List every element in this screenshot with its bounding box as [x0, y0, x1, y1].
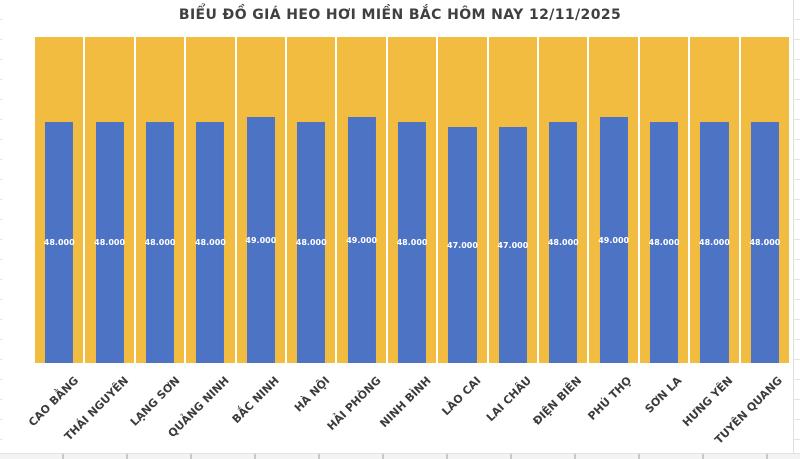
- category-column: 48.000: [690, 37, 739, 363]
- x-axis-label: LÀO CAI: [439, 374, 484, 419]
- price-bar: 47.000: [497, 127, 529, 363]
- price-bar: 48.000: [396, 122, 428, 363]
- category-column: 47.000: [438, 37, 487, 363]
- price-bar: 48.000: [749, 122, 781, 363]
- chart-title: BIỂU ĐỒ GIÁ HEO HƠI MIỀN BẮC HÔM NAY 12/…: [178, 7, 622, 23]
- bar-value-label: 47.000: [497, 240, 529, 250]
- price-bar: 48.000: [194, 122, 226, 363]
- x-axis-label: NINH BÌNH: [377, 374, 434, 431]
- price-bar: 49.000: [245, 117, 277, 363]
- bar-value-label: 48.000: [94, 238, 126, 247]
- price-bar: 48.000: [699, 122, 730, 363]
- bar-value-label: 48.000: [295, 238, 327, 247]
- category-column: 48.000: [740, 37, 790, 363]
- price-bar: 48.000: [43, 122, 75, 363]
- x-axis-label: CAO BẰNG: [26, 374, 82, 430]
- bar-value-label: 47.000: [447, 240, 478, 250]
- price-bar: 47.000: [447, 127, 478, 363]
- bar-value-label: 48.000: [396, 238, 428, 247]
- bar-value-label: 49.000: [598, 235, 630, 245]
- spreadsheet-column-ticks: [0, 454, 800, 459]
- bar-value-label: 48.000: [749, 238, 781, 247]
- spreadsheet-row-strip: [0, 453, 800, 459]
- category-column: 49.000: [337, 37, 386, 363]
- category-column: 49.000: [589, 37, 638, 363]
- category-column: 48.000: [186, 37, 235, 363]
- x-axis-label: SƠN LA: [642, 374, 685, 416]
- price-bar: 49.000: [598, 117, 630, 363]
- x-axis-label: ĐIỆN BIÊN: [530, 374, 585, 428]
- category-column: 48.000: [387, 37, 437, 363]
- price-bar: 48.000: [547, 122, 579, 363]
- category-column: 49.000: [236, 37, 286, 363]
- bar-value-label: 49.000: [346, 235, 378, 245]
- x-axis-label: BẮC NINH: [230, 374, 283, 426]
- category-column: 47.000: [488, 37, 538, 363]
- bar-value-label: 48.000: [699, 238, 730, 247]
- category-column: 48.000: [287, 37, 336, 363]
- category-column: 48.000: [135, 37, 185, 363]
- price-bar: 48.000: [295, 122, 327, 363]
- x-axis-label: LAI CHÂU: [484, 374, 535, 425]
- x-axis-label: LẠNG SƠN: [127, 374, 183, 429]
- bar-value-label: 48.000: [547, 238, 579, 247]
- spreadsheet-gridline-right-edge: [793, 0, 800, 453]
- bar-value-label: 48.000: [43, 238, 75, 247]
- x-axis-label: HẢI PHÒNG: [324, 374, 384, 434]
- price-bar: 49.000: [346, 117, 378, 363]
- price-bar: 48.000: [144, 122, 176, 363]
- x-axis-label: HÀ NỘI: [291, 374, 333, 415]
- price-bar: 48.000: [94, 122, 126, 363]
- bar-value-label: 48.000: [144, 238, 176, 247]
- category-column: 48.000: [35, 37, 84, 363]
- bar-value-label: 48.000: [648, 238, 680, 247]
- category-column: 48.000: [639, 37, 689, 363]
- category-column: 48.000: [539, 37, 588, 363]
- category-column: 48.000: [85, 37, 134, 363]
- chart-plot-area: 48.000 48.000 48.000 48.000 49.000 48.000 49.0…: [35, 37, 790, 363]
- spreadsheet-gridline-left-edge: [0, 0, 2, 453]
- price-bar: 48.000: [648, 122, 680, 363]
- bar-value-label: 48.000: [194, 238, 226, 247]
- bar-value-label: 49.000: [245, 235, 277, 245]
- x-axis-label: PHÚ THỌ: [585, 374, 635, 423]
